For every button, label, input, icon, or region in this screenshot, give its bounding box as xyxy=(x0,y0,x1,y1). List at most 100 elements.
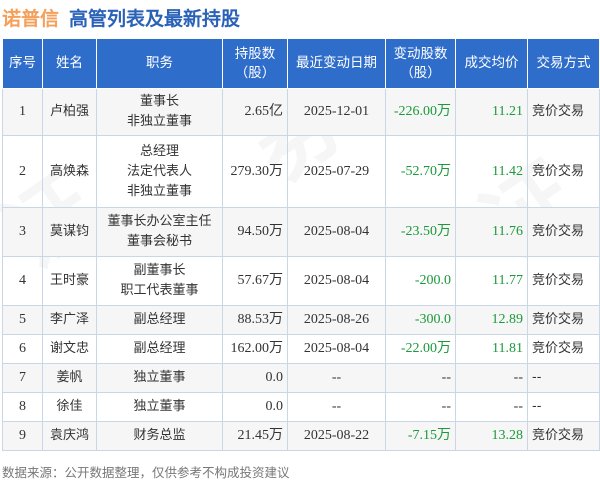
executives-table: 序号 姓名 职务 持股数 （股） 最近变动日期 变动股数 （股） 成交均价 交易方式 1 卢柏强… xyxy=(2,38,600,451)
cell-change: -300.0 xyxy=(385,305,456,335)
cell-role: 财务总监 xyxy=(96,421,223,451)
role-line: 非独立董事 xyxy=(126,183,192,199)
role-line: 副董事长 xyxy=(133,263,186,278)
cell-method: 竞价交易 xyxy=(527,135,600,208)
cell-date: 2025-08-26 xyxy=(287,305,386,335)
header-col-shares: 持股数 （股） xyxy=(222,38,288,89)
cell-method: 竞价交易 xyxy=(527,207,600,257)
cell-role: 董事长 非独立董事 xyxy=(96,88,223,136)
table-row: 7 姜帆 独立董事 0.0 -- -- -- -- xyxy=(2,363,600,393)
cell-name: 高焕森 xyxy=(42,135,97,208)
cell-role: 副总经理 xyxy=(96,334,223,364)
cell-name: 王时豪 xyxy=(42,256,97,306)
table-row: 8 徐佳 独立董事 0.0 -- -- -- -- xyxy=(2,392,600,422)
cell-no: 5 xyxy=(2,305,43,335)
data-source-note: 数据来源：公开数据整理，仅供参考不构成投资建议 xyxy=(2,465,290,480)
cell-date: -- xyxy=(287,392,386,422)
cell-date: -- xyxy=(287,363,386,393)
company-name: 诺普信 xyxy=(2,8,60,30)
table-row: 6 谢文忠 副总经理 162.00万 2025-08-04 -22.00万 11.81 竞价交… xyxy=(2,334,600,364)
role-line: 财务总监 xyxy=(133,428,186,443)
role-line: 董事长办公室主任 xyxy=(107,214,212,229)
cell-no: 8 xyxy=(2,392,43,422)
role-line: 副总经理 xyxy=(133,341,186,356)
cell-shares: 88.53万 xyxy=(222,305,288,335)
header-col-no: 序号 xyxy=(2,38,43,89)
cell-shares: 162.00万 xyxy=(222,334,288,364)
cell-date: 2025-08-04 xyxy=(287,256,386,306)
cell-shares: 57.67万 xyxy=(222,256,288,306)
role-line: 副总经理 xyxy=(133,312,186,327)
page-title: 诺普信 高管列表及最新持股 xyxy=(2,4,240,31)
cell-price: -- xyxy=(455,363,528,393)
cell-change: -- xyxy=(385,392,456,422)
cell-date: 2025-08-04 xyxy=(287,207,386,257)
cell-shares: 0.0 xyxy=(222,363,288,393)
cell-price: 11.21 xyxy=(455,88,528,136)
table-row: 9 袁庆鸿 财务总监 21.45万 2025-08-22 -7.15万 13.28 竞价交易 xyxy=(2,421,600,451)
cell-date: 2025-08-04 xyxy=(287,334,386,364)
cell-change: -200.0 xyxy=(385,256,456,306)
cell-name: 莫谋钧 xyxy=(42,207,97,257)
cell-price: 11.81 xyxy=(455,334,528,364)
cell-no: 4 xyxy=(2,256,43,306)
cell-name: 姜帆 xyxy=(42,363,97,393)
cell-no: 9 xyxy=(2,421,43,451)
cell-method: 竞价交易 xyxy=(527,305,600,335)
cell-name: 谢文忠 xyxy=(42,334,97,364)
cell-change: -22.00万 xyxy=(385,334,456,364)
cell-method: -- xyxy=(527,363,600,393)
cell-shares: 94.50万 xyxy=(222,207,288,257)
cell-change: -23.50万 xyxy=(385,207,456,257)
table-row: 1 卢柏强 董事长 非独立董事 2.65亿 2025-12-01 -226.00万 11.21… xyxy=(2,88,600,136)
header-col-name: 姓名 xyxy=(42,38,97,89)
role-line: 非独立董事 xyxy=(126,114,192,129)
cell-method: 竞价交易 xyxy=(527,256,600,306)
cell-change: -226.00万 xyxy=(385,88,456,136)
cell-date: 2025-07-29 xyxy=(287,135,386,208)
cell-price: 12.89 xyxy=(455,305,528,335)
cell-role: 独立董事 xyxy=(96,363,223,393)
cell-role: 独立董事 xyxy=(96,392,223,422)
table-row: 2 高焕森 总经理 法定代表人 非独立董事 279.30万 2025-07-29 -52.70… xyxy=(2,135,600,208)
header-col-price: 成交均价 xyxy=(455,38,528,89)
role-line: 董事会秘书 xyxy=(126,234,192,249)
cell-no: 2 xyxy=(2,135,43,208)
cell-date: 2025-08-22 xyxy=(287,421,386,451)
cell-role: 副董事长 职工代表董事 xyxy=(96,256,223,306)
cell-no: 1 xyxy=(2,88,43,136)
cell-price: 11.76 xyxy=(455,207,528,257)
cell-shares: 21.45万 xyxy=(222,421,288,451)
cell-price: 13.28 xyxy=(455,421,528,451)
cell-role: 总经理法定代表人非独立董事 xyxy=(96,135,223,208)
cell-price: 11.42 xyxy=(455,135,528,208)
header-col-date: 最近变动日期 xyxy=(287,38,386,89)
cell-date: 2025-12-01 xyxy=(287,88,386,136)
role-line: 独立董事 xyxy=(133,370,186,385)
cell-method: -- xyxy=(527,392,600,422)
table-row: 3 莫谋钧 董事长办公室主任 董事会秘书 94.50万 2025-08-04 -23.50万… xyxy=(2,207,600,257)
cell-name: 徐佳 xyxy=(42,392,97,422)
cell-method: 竞价交易 xyxy=(527,334,600,364)
cell-change: -- xyxy=(385,363,456,393)
cell-price: -- xyxy=(455,392,528,422)
header-col-change: 变动股数 （股） xyxy=(385,38,456,89)
cell-name: 李广泽 xyxy=(42,305,97,335)
header-col-method: 交易方式 xyxy=(527,38,600,89)
role-line: 总经理 xyxy=(139,143,179,159)
role-line: 独立董事 xyxy=(133,399,186,414)
cell-method: 竞价交易 xyxy=(527,88,600,136)
cell-no: 6 xyxy=(2,334,43,364)
cell-method: 竞价交易 xyxy=(527,421,600,451)
cell-no: 3 xyxy=(2,207,43,257)
cell-name: 袁庆鸿 xyxy=(42,421,97,451)
cell-name: 卢柏强 xyxy=(42,88,97,136)
cell-role: 董事长办公室主任 董事会秘书 xyxy=(96,207,223,257)
table-row: 5 李广泽 副总经理 88.53万 2025-08-26 -300.0 12.89 竞价交易 xyxy=(2,305,600,335)
header-col-role: 职务 xyxy=(96,38,223,89)
cell-change: -7.15万 xyxy=(385,421,456,451)
cell-no: 7 xyxy=(2,363,43,393)
title-subtitle: 高管列表及最新持股 xyxy=(69,8,241,30)
cell-shares: 0.0 xyxy=(222,392,288,422)
role-line: 法定代表人 xyxy=(126,163,192,179)
